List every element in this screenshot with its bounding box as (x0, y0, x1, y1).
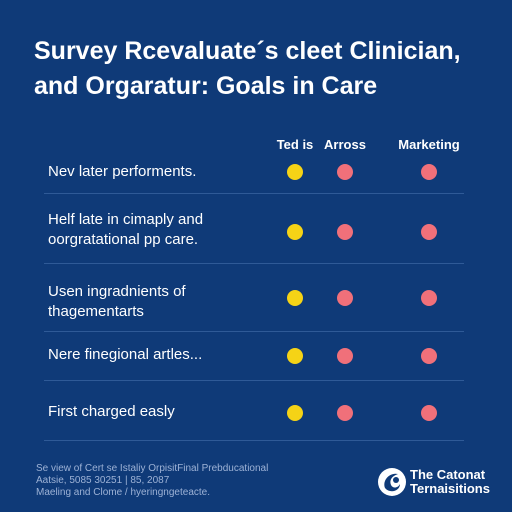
row-label-line: First charged easly (48, 403, 175, 420)
column-header-3: Marketing (398, 137, 460, 152)
row-label-line: oorgratational pp care. (48, 231, 199, 248)
page-title: Survey Rcevaluate´s cleet Clinician, and… (34, 34, 484, 104)
row-divider (44, 331, 464, 332)
yellow-dot (287, 164, 303, 180)
title-line-1: Survey Rcevaluate´s cleet Clinician, (34, 37, 461, 65)
row-divider (44, 193, 464, 194)
row-label: Nere finegional artles... (48, 345, 263, 365)
logo-text-line: Ternaisitions (410, 481, 490, 496)
pink-dot (421, 164, 437, 180)
pink-dot (421, 348, 437, 364)
row-label: Nev later performents. (48, 162, 263, 182)
column-header-1: Ted is (276, 137, 314, 152)
row-label: Usen ingradnients of thagementarts (48, 282, 263, 322)
pink-dot (337, 405, 353, 421)
row-divider (44, 263, 464, 264)
yellow-dot (287, 348, 303, 364)
row-divider (44, 440, 464, 441)
footnote-line: Aatsie, 5085 30251 | 85, 2087 (36, 475, 170, 486)
pink-dot (421, 290, 437, 306)
pink-dot (421, 405, 437, 421)
row-label-line: Helf late in cimaply and (48, 211, 204, 228)
row-label: First charged easly (48, 402, 263, 422)
column-header-2: Arross (324, 137, 366, 152)
footnote-line: Maeling and Clome / hyeringngeteacte. (36, 487, 210, 498)
footnote-line: Se view of Cert se Istaliy OrpisitFinal … (36, 463, 269, 474)
footnote: Se view of Cert se Istaliy OrpisitFinal … (36, 463, 336, 499)
pink-dot (337, 164, 353, 180)
pink-dot (337, 290, 353, 306)
pink-dot (337, 348, 353, 364)
title-line-2: and Orgaratur: Goals in Care (34, 72, 378, 100)
logo-text: The Catonat Ternaisitions (410, 468, 490, 496)
yellow-dot (287, 405, 303, 421)
pink-dot (337, 224, 353, 240)
pink-dot (421, 224, 437, 240)
row-label-line: Nere finegional artles... (48, 346, 203, 363)
logo-text-line: The Catonat (410, 467, 486, 482)
row-label-line: Nev later performents. (48, 163, 197, 180)
row-divider (44, 380, 464, 381)
row-label-line: thagementarts (48, 303, 144, 320)
logo: The Catonat Ternaisitions (376, 466, 506, 502)
globe-swirl-icon (378, 468, 406, 496)
yellow-dot (287, 224, 303, 240)
row-label: Helf late in cimaply and oorgratational … (48, 210, 263, 250)
row-label-line: Usen ingradnients of (48, 283, 186, 300)
yellow-dot (287, 290, 303, 306)
